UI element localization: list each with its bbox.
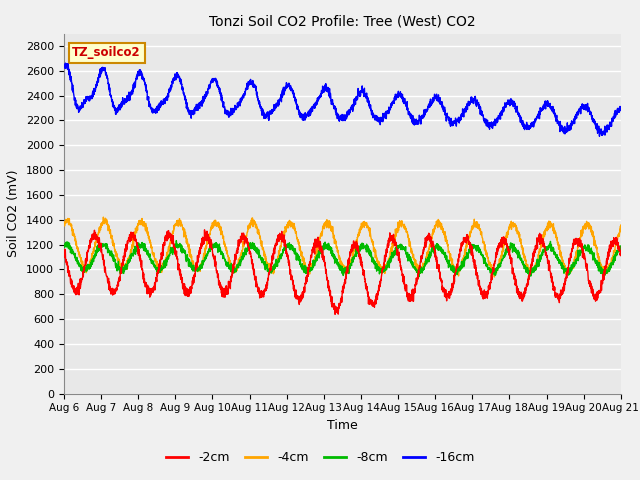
Y-axis label: Soil CO2 (mV): Soil CO2 (mV)	[8, 170, 20, 257]
Text: TZ_soilco2: TZ_soilco2	[72, 46, 141, 59]
Title: Tonzi Soil CO2 Profile: Tree (West) CO2: Tonzi Soil CO2 Profile: Tree (West) CO2	[209, 14, 476, 28]
Legend: -2cm, -4cm, -8cm, -16cm: -2cm, -4cm, -8cm, -16cm	[161, 446, 479, 469]
X-axis label: Time: Time	[327, 419, 358, 432]
